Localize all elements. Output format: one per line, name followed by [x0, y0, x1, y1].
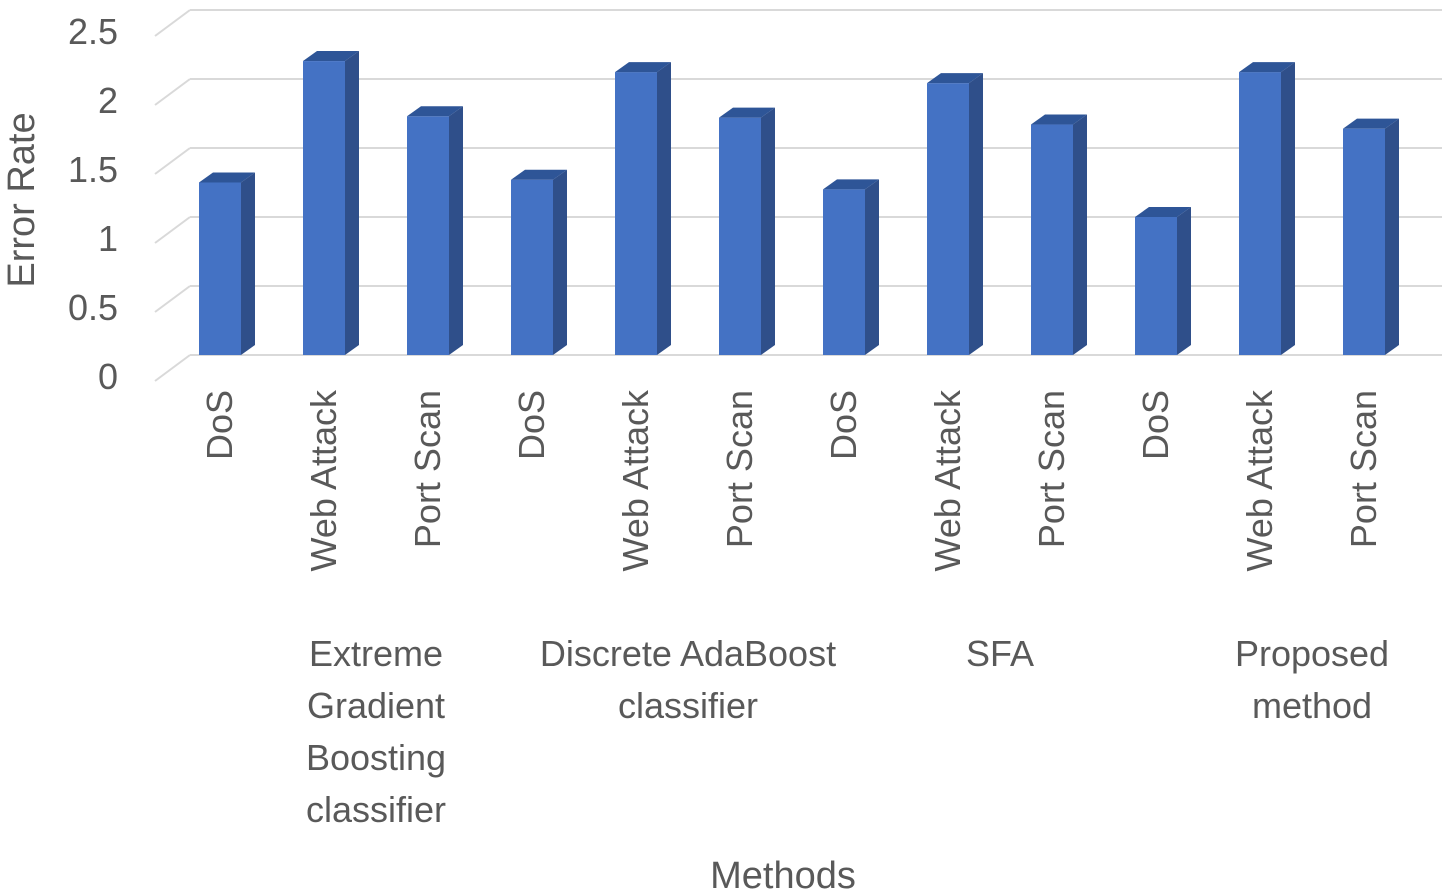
bar-side [345, 51, 359, 356]
bar [719, 107, 775, 355]
gridline-depth [154, 147, 191, 175]
bar-top [1343, 118, 1399, 129]
bar-front [407, 116, 449, 355]
bar-front [823, 189, 865, 355]
group-label: Proposed method [1235, 633, 1389, 726]
category-label: DoS [511, 390, 552, 460]
bar-top [199, 172, 255, 183]
bar-front [1031, 124, 1073, 355]
bar-side [1385, 118, 1399, 356]
bar-side [865, 179, 879, 355]
bar-side [1177, 207, 1191, 355]
y-tick-label: 0 [98, 356, 118, 397]
group-labels: Extreme Gradient Boosting classifier Discret… [306, 633, 1389, 830]
group-label: Extreme Gradient Boosting classifier [306, 633, 446, 830]
gridline-depth [154, 285, 191, 313]
bar-front [511, 179, 553, 355]
bar-top [823, 179, 879, 190]
bar-front [1239, 72, 1281, 355]
category-label: DoS [823, 390, 864, 460]
y-tick-label: 2.5 [68, 11, 118, 52]
category-label: Port Scan [1343, 390, 1384, 548]
bar-side [1281, 62, 1295, 355]
gridline-depth [154, 9, 191, 37]
bar-top [1239, 62, 1295, 73]
bar-front [303, 61, 345, 356]
bar-top [511, 169, 567, 180]
category-label: Web Attack [303, 389, 344, 571]
category-label: Web Attack [615, 389, 656, 571]
bar-side [553, 169, 567, 355]
bar-top [303, 51, 359, 62]
group-label: Discrete AdaBoost classifier [540, 633, 836, 726]
category-label: Port Scan [1031, 390, 1072, 548]
bar [615, 62, 671, 355]
bar [407, 106, 463, 355]
bar-top [407, 106, 463, 117]
bar [1031, 114, 1087, 355]
y-axis-ticks: 0 0.5 1 1.5 2 2.5 [68, 11, 118, 397]
bar-side [241, 172, 255, 355]
bar [927, 73, 983, 355]
bar-side [761, 107, 775, 355]
bar-front [719, 117, 761, 355]
bar-front [199, 182, 241, 355]
bar-side [969, 73, 983, 355]
bar [199, 172, 255, 355]
gridlines [154, 9, 1442, 382]
bar-side [657, 62, 671, 355]
bar-top [1031, 114, 1087, 125]
category-label: DoS [1135, 390, 1176, 460]
bar [511, 169, 567, 355]
bar-side [449, 106, 463, 355]
x-axis-title: Methods [710, 855, 856, 895]
y-tick-label: 1.5 [68, 149, 118, 190]
bar-front [1343, 128, 1385, 355]
category-label: DoS [199, 390, 240, 460]
y-axis-title: Error Rate [1, 112, 43, 287]
y-tick-label: 1 [98, 218, 118, 259]
bar-top [927, 73, 983, 84]
category-label: Web Attack [927, 389, 968, 571]
category-label: Port Scan [407, 390, 448, 548]
bar-top [615, 62, 671, 73]
category-labels: DoS Web Attack Port Scan DoS Web Attack Port … [199, 389, 1384, 571]
bar-top [1135, 207, 1191, 217]
y-tick-label: 0.5 [68, 287, 118, 328]
bar [1343, 118, 1399, 356]
category-label: Port Scan [719, 390, 760, 548]
bar-front [1135, 217, 1177, 355]
bar-side [1073, 114, 1087, 355]
category-label: Web Attack [1239, 389, 1280, 571]
gridline-depth [154, 216, 191, 244]
bar-front [927, 83, 969, 355]
bar-top [719, 107, 775, 118]
bar [823, 179, 879, 355]
bar [303, 51, 359, 356]
gridline-depth [154, 78, 191, 106]
bars [199, 51, 1399, 356]
bar-front [615, 72, 657, 355]
bar [1239, 62, 1295, 355]
gridline-depth [154, 354, 191, 382]
bar [1135, 207, 1191, 355]
group-label: SFA [966, 633, 1034, 674]
y-tick-label: 2 [98, 80, 118, 121]
